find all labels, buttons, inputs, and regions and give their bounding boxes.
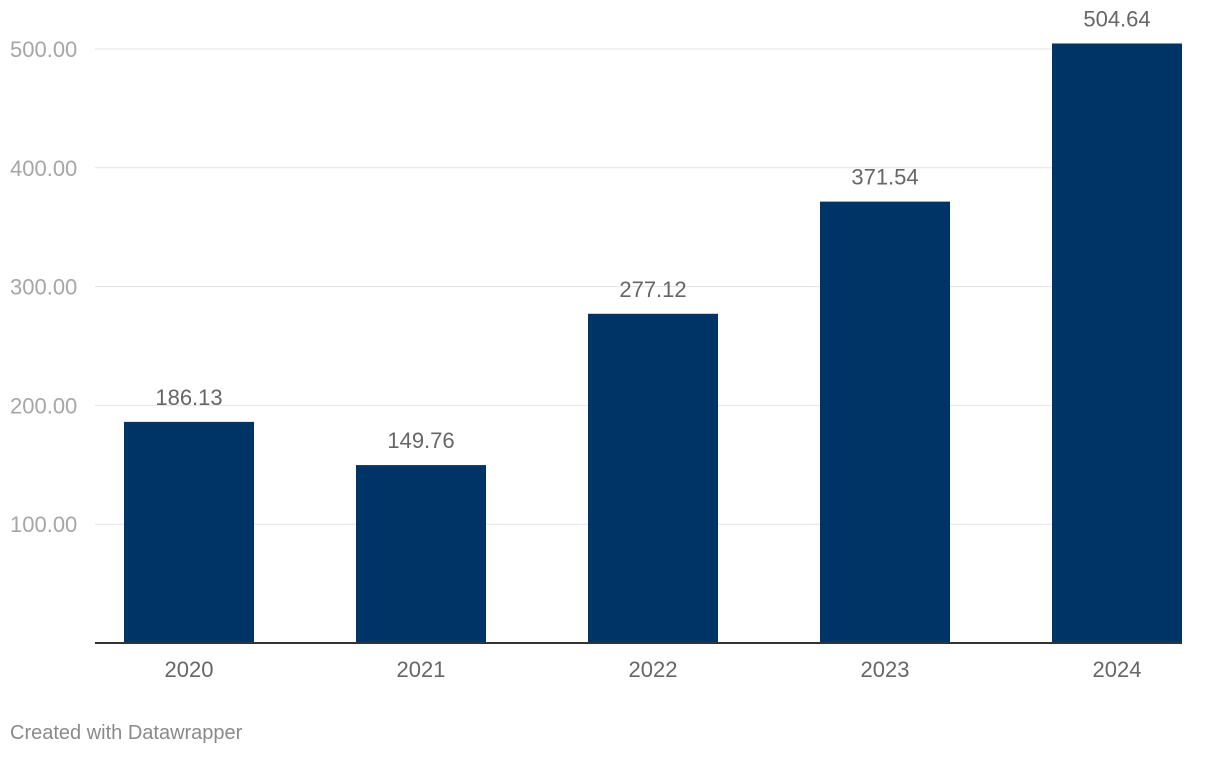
bar-2020 bbox=[124, 421, 254, 643]
x-tick-label-2020: 2020 bbox=[165, 657, 214, 682]
x-axis-ticks: 2020 2021 2022 2023 2024 bbox=[165, 657, 1142, 682]
bar-2021 bbox=[356, 465, 486, 643]
y-tick-label: 100.00 bbox=[10, 512, 77, 537]
value-label-2021: 149.76 bbox=[387, 428, 454, 453]
value-labels: 186.13 149.76 277.12 371.54 504.64 bbox=[155, 6, 1150, 453]
x-tick-label-2023: 2023 bbox=[861, 657, 910, 682]
y-tick-label: 300.00 bbox=[10, 275, 77, 300]
value-label-2023: 371.54 bbox=[851, 165, 918, 190]
bar-2024 bbox=[1052, 43, 1182, 644]
y-tick-label: 400.00 bbox=[10, 156, 77, 181]
y-tick-label: 200.00 bbox=[10, 393, 77, 418]
credit-text: Created with Datawrapper bbox=[10, 722, 243, 744]
value-label-2020: 186.13 bbox=[155, 385, 222, 410]
y-tick-label: 500.00 bbox=[10, 37, 77, 62]
value-label-2024: 504.64 bbox=[1083, 6, 1150, 31]
gridlines bbox=[95, 48, 1182, 525]
bar-chart: 100.00 200.00 300.00 400.00 500.00 186.13 149… bbox=[10, 6, 1182, 682]
y-axis-ticks: 100.00 200.00 300.00 400.00 500.00 bbox=[10, 37, 77, 537]
x-tick-label-2024: 2024 bbox=[1093, 657, 1142, 682]
x-tick-label-2021: 2021 bbox=[397, 657, 446, 682]
x-tick-label-2022: 2022 bbox=[629, 657, 678, 682]
value-label-2022: 277.12 bbox=[619, 277, 686, 302]
bar-2023 bbox=[820, 201, 950, 643]
bars bbox=[124, 43, 1182, 644]
bar-2022 bbox=[588, 313, 718, 643]
